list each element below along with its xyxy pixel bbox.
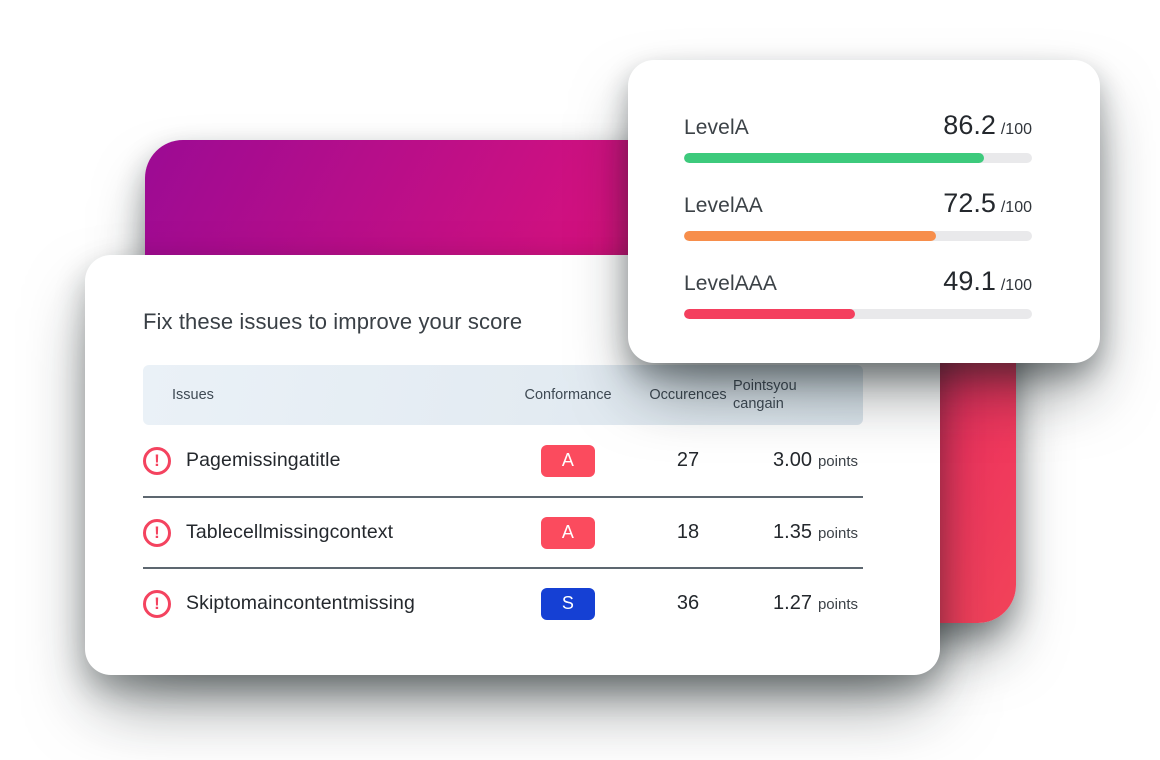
score-denominator: /100 (1000, 277, 1032, 294)
warning-icon: ! (143, 589, 171, 618)
conformance-badge: A (541, 444, 595, 477)
conformance-badge: S (541, 587, 595, 620)
points-gain: 3.00 points (733, 449, 863, 472)
progress-track (684, 231, 1032, 241)
score-level-label: LevelA (684, 116, 749, 139)
score-value-group: 49.1/100 (943, 266, 1032, 297)
score-panel: LevelA 86.2/100 LevelAA 72.5/100 (628, 60, 1100, 363)
points-value: 3.00 (773, 449, 812, 471)
points-gain: 1.35 points (733, 521, 863, 544)
issues-table-header: Issues Conformance Occurences Pointsyou … (143, 365, 863, 425)
progress-fill (684, 231, 937, 241)
points-unit: points (817, 596, 858, 613)
score-denominator: /100 (1000, 121, 1032, 138)
points-unit: points (817, 453, 858, 470)
column-header-conformance: Conformance (524, 387, 612, 403)
score-row-level-aaa: LevelAAA 49.1/100 (684, 266, 1032, 319)
warning-icon: ! (143, 518, 171, 547)
score-value: 49.1 (943, 266, 996, 296)
occurences-count: 18 (676, 521, 700, 543)
table-row[interactable]: ! Skiptomaincontentmissing S 36 1.27 poin… (143, 567, 863, 638)
score-denominator: /100 (1000, 199, 1032, 216)
conformance-badge: A (541, 516, 595, 549)
issue-name: Tablecellmissingcontext (186, 521, 394, 543)
occurences-count: 36 (676, 592, 700, 614)
progress-track (684, 153, 1032, 163)
score-level-label: LevelAAA (684, 272, 778, 295)
column-header-issues: Issues (172, 387, 214, 403)
warning-icon: ! (143, 446, 171, 475)
score-value-group: 86.2/100 (943, 110, 1032, 141)
score-row-level-a: LevelA 86.2/100 (684, 110, 1032, 163)
score-value-group: 72.5/100 (943, 188, 1032, 219)
table-row[interactable]: ! Tablecellmissingcontext A 18 1.35 point… (143, 496, 863, 567)
issues-table: Issues Conformance Occurences Pointsyou … (143, 365, 863, 638)
issue-name: Pagemissingatitle (186, 449, 341, 471)
score-value: 72.5 (943, 188, 996, 218)
occurences-count: 27 (676, 449, 700, 471)
issue-name: Skiptomaincontentmissing (186, 592, 415, 614)
table-row[interactable]: ! Pagemissingatitle A 27 3.00 points (143, 425, 863, 496)
progress-track (684, 309, 1032, 319)
issues-panel-title: Fix these issues to improve your score (143, 309, 523, 334)
points-value: 1.27 (773, 592, 812, 614)
score-value: 86.2 (943, 110, 996, 140)
points-unit: points (817, 525, 858, 542)
progress-fill (684, 309, 855, 319)
score-level-label: LevelAA (684, 194, 763, 217)
points-gain: 1.27 points (733, 592, 863, 615)
points-value: 1.35 (773, 521, 812, 543)
column-header-points: Pointsyou cangain (733, 378, 797, 412)
progress-fill (684, 153, 984, 163)
column-header-occurences: Occurences (649, 387, 727, 403)
score-row-level-aa: LevelAA 72.5/100 (684, 188, 1032, 241)
